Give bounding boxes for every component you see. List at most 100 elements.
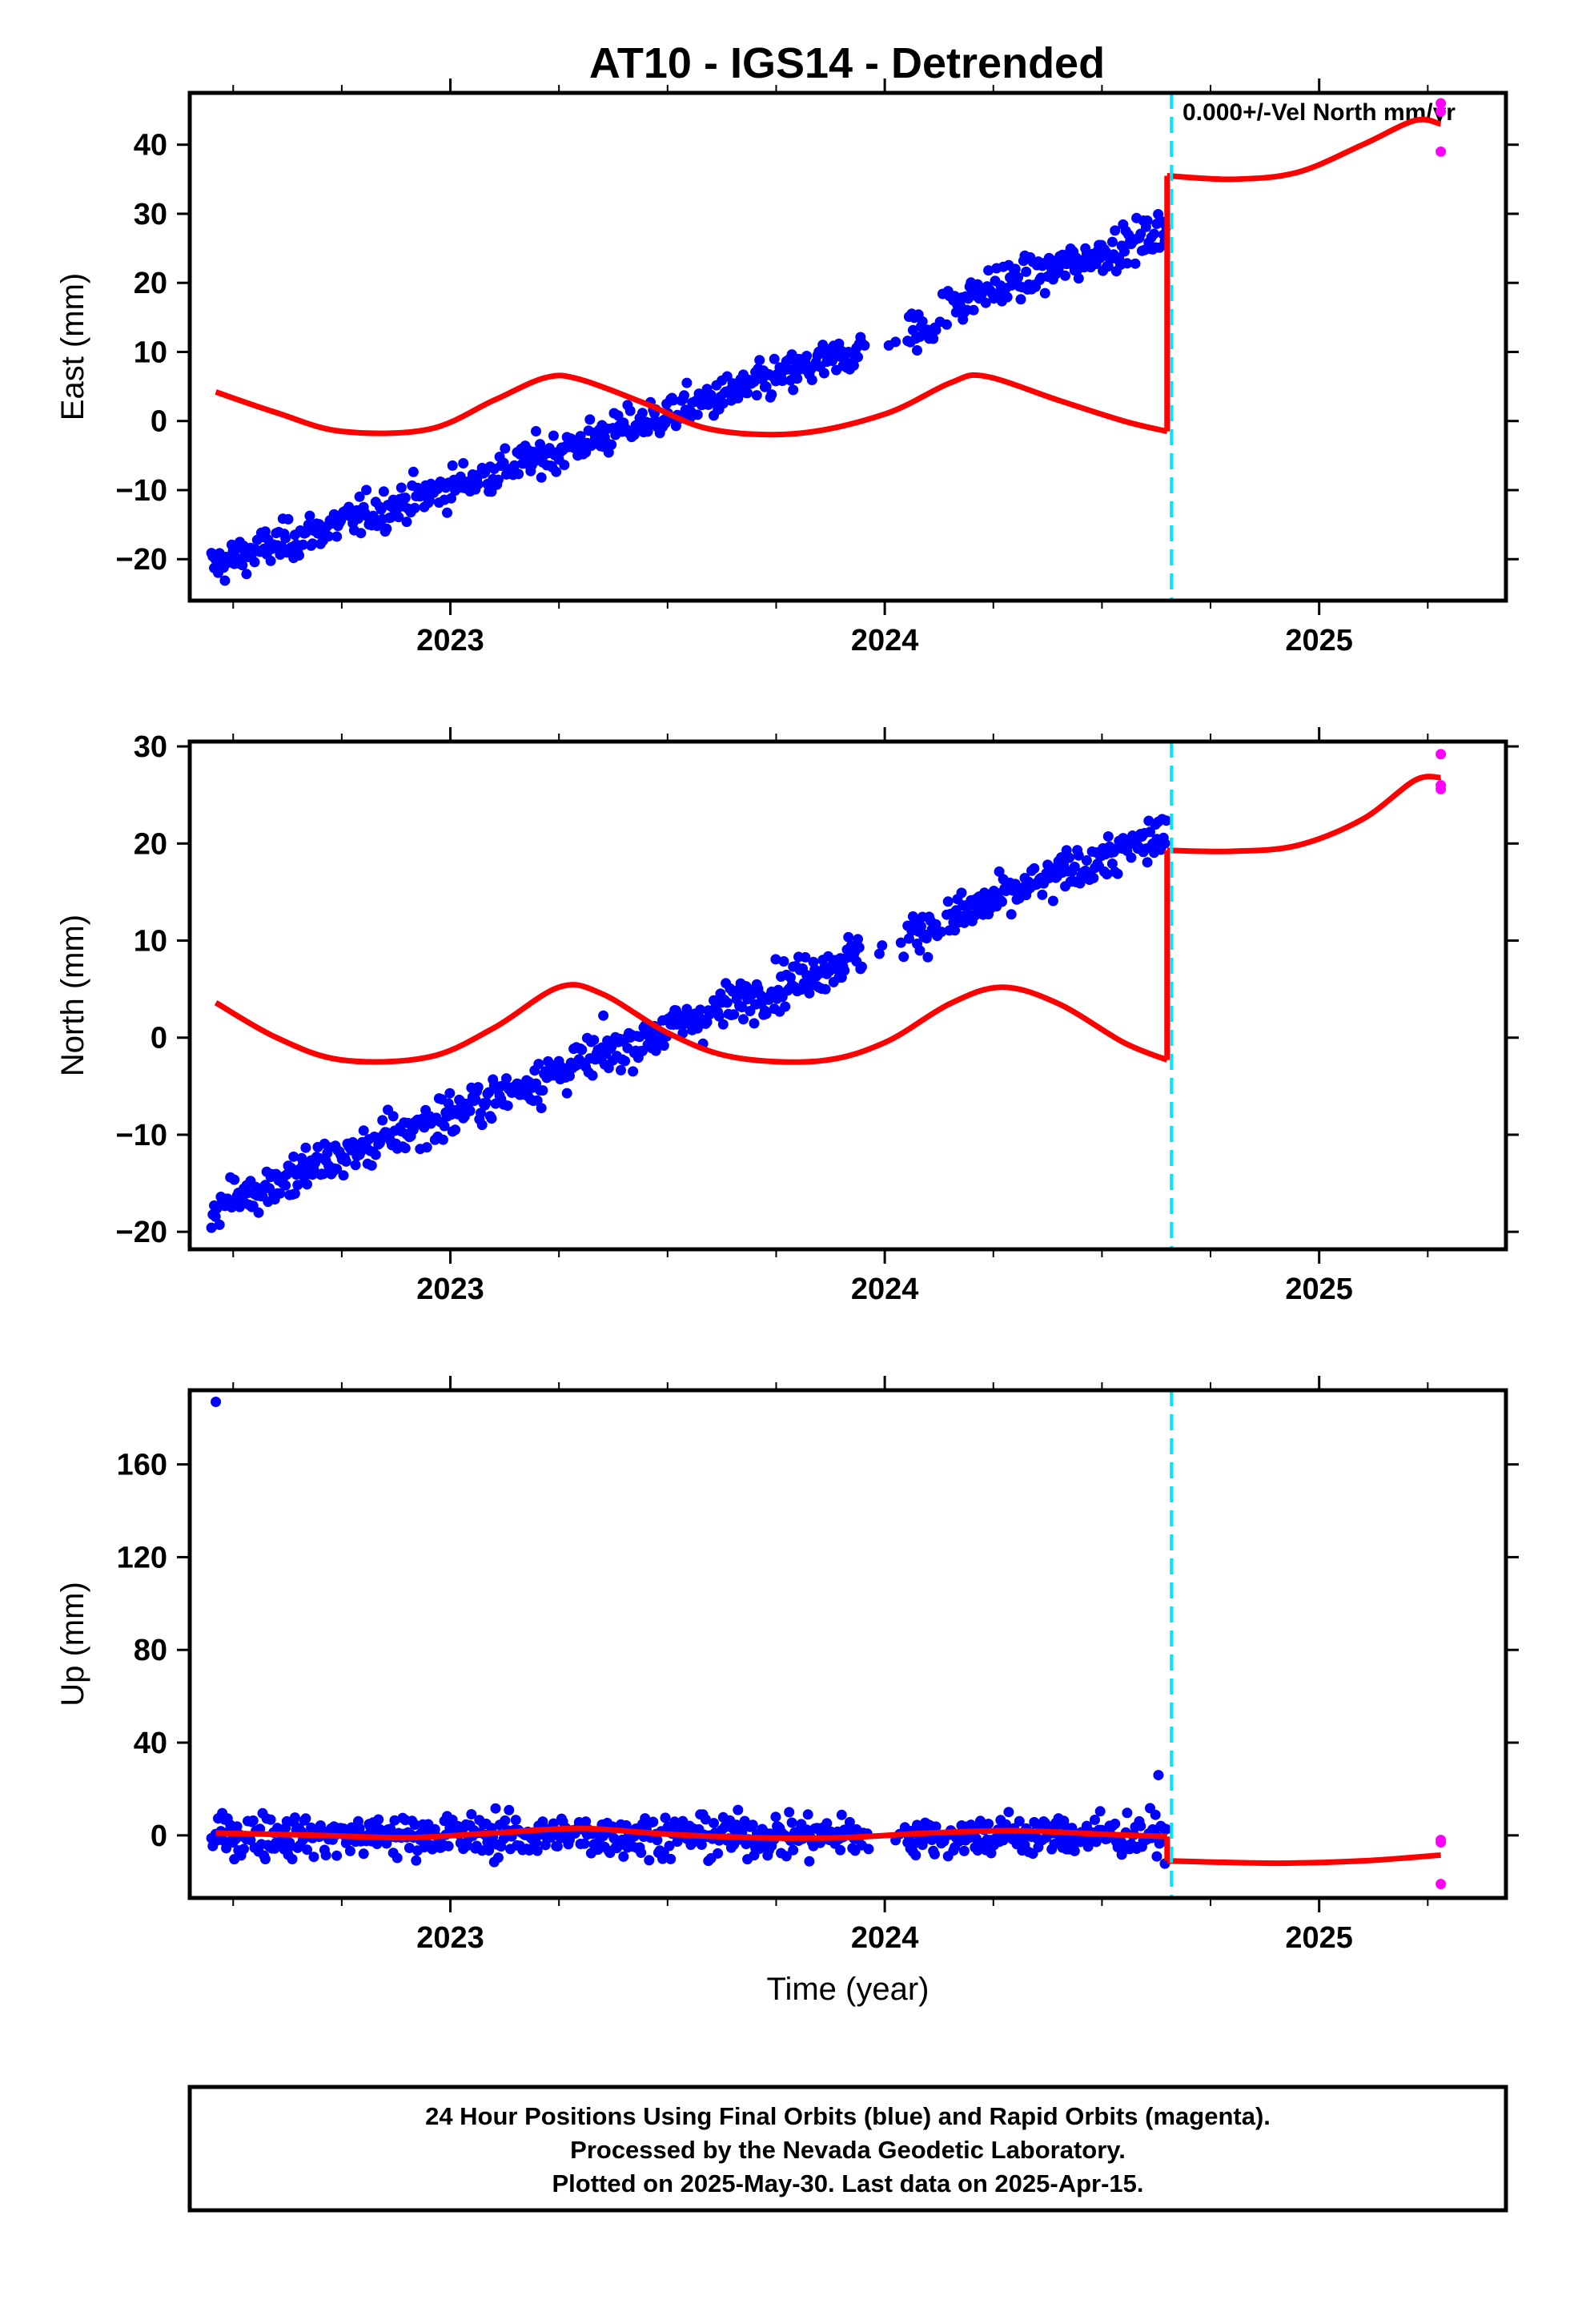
final-orbit-point	[634, 1031, 645, 1043]
y-tick-label: 10	[134, 925, 167, 959]
final-orbit-point	[1122, 258, 1133, 269]
final-orbit-point	[466, 1809, 477, 1819]
model-curve-segment	[215, 372, 1168, 438]
rapid-orbit-point	[1435, 1835, 1447, 1846]
final-orbit-point	[644, 1855, 655, 1866]
final-orbit-point	[806, 375, 817, 385]
final-orbit-point	[378, 486, 389, 497]
final-orbit-point	[780, 1001, 791, 1012]
final-orbit-point	[229, 1174, 240, 1185]
final-orbit-point	[393, 512, 404, 523]
footer-line-1: 24 Hour Positions Using Final Orbits (bl…	[425, 2102, 1271, 2130]
final-orbit-point	[564, 1071, 575, 1082]
final-orbit-point	[500, 1815, 511, 1826]
final-orbit-point	[287, 1854, 298, 1864]
panel-up: 2023 2024 2025 0 40 80 120 160 Up (mm) Time (year…	[55, 1376, 1519, 2007]
final-orbit-point	[450, 1124, 461, 1136]
final-orbit-point	[1106, 236, 1118, 247]
final-orbit-point	[747, 1819, 758, 1831]
final-orbit-point	[300, 1813, 311, 1824]
final-orbit-point	[294, 550, 304, 561]
final-orbit-point	[1142, 857, 1153, 868]
final-orbit-point	[308, 1852, 319, 1863]
final-orbits-series	[206, 814, 1172, 1233]
final-orbit-point	[1015, 294, 1026, 305]
plot-area	[206, 749, 1447, 1233]
final-orbit-point	[749, 376, 760, 388]
final-orbit-point	[737, 1002, 748, 1013]
final-orbits-series	[206, 1396, 1172, 1869]
final-orbit-point	[559, 460, 570, 471]
final-orbit-point	[580, 1816, 592, 1827]
final-orbit-point	[668, 395, 679, 406]
final-orbit-point	[409, 502, 420, 513]
final-orbit-point	[733, 392, 744, 404]
final-orbit-point	[929, 1848, 940, 1860]
final-orbit-point	[510, 1815, 521, 1826]
final-orbit-point	[664, 1840, 675, 1852]
final-orbit-point	[1047, 895, 1058, 907]
final-orbit-point	[537, 1085, 548, 1096]
final-orbit-point	[275, 1188, 286, 1199]
final-orbit-point	[781, 1851, 792, 1862]
final-orbit-point	[446, 493, 456, 504]
final-orbit-point	[958, 917, 970, 928]
final-orbit-point	[709, 1818, 719, 1828]
y-tick-label: 120	[117, 1541, 167, 1574]
final-orbit-point	[1161, 815, 1172, 826]
final-orbit-point	[983, 1819, 994, 1829]
final-orbit-point	[206, 1222, 217, 1233]
y-tick-label: 10	[134, 336, 167, 369]
final-orbit-point	[717, 1019, 729, 1030]
final-orbit-point	[401, 517, 412, 528]
footer-frame	[187, 2085, 1508, 2213]
final-orbit-point	[358, 1125, 369, 1136]
chart-title: AT10 - IGS14 - Detrended	[589, 39, 1105, 87]
final-orbit-point	[1003, 1807, 1014, 1818]
final-orbit-point	[1014, 1815, 1025, 1827]
final-orbit-point	[1142, 215, 1153, 226]
final-orbit-point	[777, 376, 788, 386]
final-orbit-point	[480, 1097, 492, 1108]
y-tick-label: 40	[134, 1727, 167, 1760]
final-orbit-point	[695, 1004, 706, 1015]
final-orbit-point	[1122, 1807, 1133, 1819]
final-orbit-point	[280, 1180, 291, 1191]
final-orbit-point	[265, 1814, 276, 1825]
final-orbit-point	[241, 569, 252, 580]
final-orbit-point	[458, 458, 469, 468]
model-curve-segment	[215, 1825, 1167, 1841]
final-orbit-point	[237, 560, 248, 571]
final-orbit-point	[859, 340, 870, 351]
plot-area	[206, 1396, 1447, 1890]
final-orbit-point	[280, 533, 291, 544]
x-tick-label: 2023	[416, 1273, 484, 1306]
final-orbit-point	[331, 1850, 343, 1861]
rapid-orbit-point	[1435, 1879, 1447, 1890]
final-orbit-point	[588, 1035, 600, 1046]
x-tick-label: 2023	[416, 624, 484, 657]
final-orbit-point	[1159, 838, 1170, 849]
final-orbit-point	[411, 1855, 422, 1866]
final-orbit-point	[784, 1807, 795, 1818]
y-tick-label: 0	[151, 405, 167, 439]
final-orbit-point	[536, 1103, 547, 1114]
final-orbit-point	[903, 933, 914, 944]
final-orbit-point	[936, 927, 947, 938]
final-orbit-point	[501, 1073, 512, 1084]
final-orbit-point	[835, 1844, 846, 1856]
final-orbit-point	[532, 1845, 543, 1856]
final-orbit-point	[587, 1070, 598, 1081]
final-orbit-point	[561, 1088, 572, 1099]
final-orbit-point	[249, 557, 260, 568]
final-orbit-point	[786, 1817, 797, 1828]
final-orbit-point	[729, 1009, 740, 1020]
final-orbit-point	[1090, 1836, 1102, 1848]
final-orbit-point	[300, 1142, 311, 1153]
final-orbit-point	[476, 1108, 486, 1119]
final-orbit-point	[1064, 852, 1075, 863]
final-orbit-point	[253, 1207, 264, 1218]
final-orbit-point	[576, 1044, 588, 1055]
final-orbit-point	[679, 390, 689, 401]
final-orbit-point	[696, 1839, 707, 1850]
